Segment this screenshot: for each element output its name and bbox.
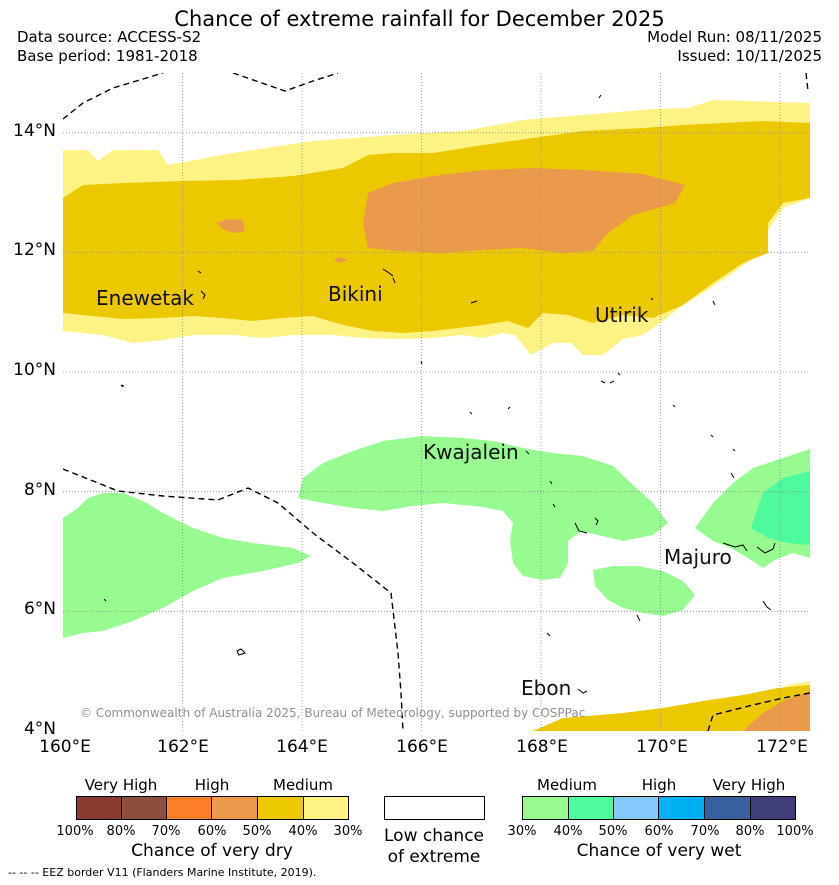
lat-tick-label: 14°N <box>13 121 56 141</box>
dry-swatch <box>303 796 349 820</box>
wet-swatch <box>750 796 796 820</box>
dry-percent-label: 80% <box>106 824 136 839</box>
lat-tick-label: 12°N <box>13 240 56 260</box>
neutral-legend-caption: Low chance of extreme <box>384 826 484 868</box>
neutral-swatch <box>384 796 485 820</box>
lon-tick-label: 166°E <box>396 737 448 757</box>
lon-tick-label: 168°E <box>516 737 568 757</box>
wet-swatch <box>704 796 751 820</box>
data-source: Data source: ACCESS-S2 <box>17 28 202 46</box>
lon-tick-label: 164°E <box>276 737 328 757</box>
atolls <box>103 94 776 694</box>
place-label-enewetak: Enewetak <box>96 286 194 310</box>
dry-percent-label: 40% <box>288 824 318 839</box>
issued-date: Issued: 10/11/2025 <box>677 47 822 65</box>
wet-percent-label: 40% <box>553 824 583 839</box>
dry-percent-label: 70% <box>151 824 181 839</box>
wet-swatch <box>568 796 614 820</box>
dry-high-patch <box>216 219 245 233</box>
copyright-notice: © Commonwealth of Australia 2025, Bureau… <box>80 706 585 720</box>
lon-tick-label: 170°E <box>636 737 688 757</box>
wet-medium-region-kwajalein <box>298 436 668 580</box>
dry-percent-label: 60% <box>197 824 227 839</box>
wet-swatch <box>658 796 705 820</box>
place-label-utirik: Utirik <box>595 303 649 327</box>
dry-high-speck <box>333 257 348 263</box>
wet-legend-caption: Chance of very wet <box>576 841 742 861</box>
wet-legend-very-high: Very High <box>712 776 786 794</box>
lat-tick-label: 4°N <box>23 719 56 739</box>
dry-high-region-south <box>743 691 810 731</box>
neutral-caption-line: Low chance <box>384 826 484 846</box>
dry-medium-region-south <box>533 685 810 731</box>
lon-tick-label: 160°E <box>39 737 91 757</box>
lon-tick-label: 172°E <box>756 737 808 757</box>
dry-swatch <box>76 796 122 820</box>
lat-tick-label: 10°N <box>13 360 56 380</box>
wet-legend-medium: Medium <box>537 776 597 794</box>
dry-swatch <box>166 796 212 820</box>
place-label-kwajalein: Kwajalein <box>423 440 519 464</box>
dry-swatch <box>211 796 258 820</box>
dry-percent-label: 100% <box>56 824 94 839</box>
lat-tick-label: 8°N <box>23 480 56 500</box>
place-label-bikini: Bikini <box>328 282 383 306</box>
dry-percent-label: 50% <box>242 824 272 839</box>
place-label-majuro: Majuro <box>664 545 732 569</box>
dry-swatch <box>257 796 304 820</box>
wet-medium-region-west <box>63 493 311 638</box>
wet-swatch <box>613 796 659 820</box>
neutral-caption-line: of extreme <box>387 847 481 867</box>
eez-border <box>63 73 810 731</box>
wet-percent-label: 100% <box>776 824 814 839</box>
wet-medium-region-majuro <box>593 566 695 616</box>
run-info: Model Run: 08/11/2025 Issued: 10/11/2025 <box>647 28 822 66</box>
wet-percent-label: 60% <box>644 824 674 839</box>
dry-high-region <box>363 168 685 253</box>
dry-legend-high: High <box>194 776 230 794</box>
dry-legend-caption: Chance of very dry <box>131 841 293 861</box>
place-label-ebon: Ebon <box>521 676 571 700</box>
wet-swatch <box>522 796 569 820</box>
wet-high-region-east <box>751 471 810 545</box>
wet-legend-high: High <box>641 776 677 794</box>
rainfall-map: Enewetak Bikini Utirik Kwajalein Majuro … <box>63 73 810 731</box>
dry-percent-label: 30% <box>333 824 363 839</box>
eez-border-note: -- -- -- EEZ border V11 (Flanders Marine… <box>8 866 317 879</box>
lon-tick-label: 162°E <box>157 737 209 757</box>
wet-percent-label: 30% <box>507 824 537 839</box>
model-run: Model Run: 08/11/2025 <box>647 28 822 46</box>
dry-swatch <box>121 796 167 820</box>
dry-legend-medium: Medium <box>273 776 333 794</box>
lat-tick-label: 6°N <box>23 599 56 619</box>
data-info: Data source: ACCESS-S2 Base period: 1981… <box>17 28 201 66</box>
wet-percent-label: 80% <box>735 824 765 839</box>
wet-percent-label: 50% <box>598 824 628 839</box>
base-period: Base period: 1981-2018 <box>17 47 198 65</box>
chart-title: Chance of extreme rainfall for December … <box>174 7 665 31</box>
dry-legend-very-high: Very High <box>84 776 158 794</box>
wet-percent-label: 70% <box>690 824 720 839</box>
